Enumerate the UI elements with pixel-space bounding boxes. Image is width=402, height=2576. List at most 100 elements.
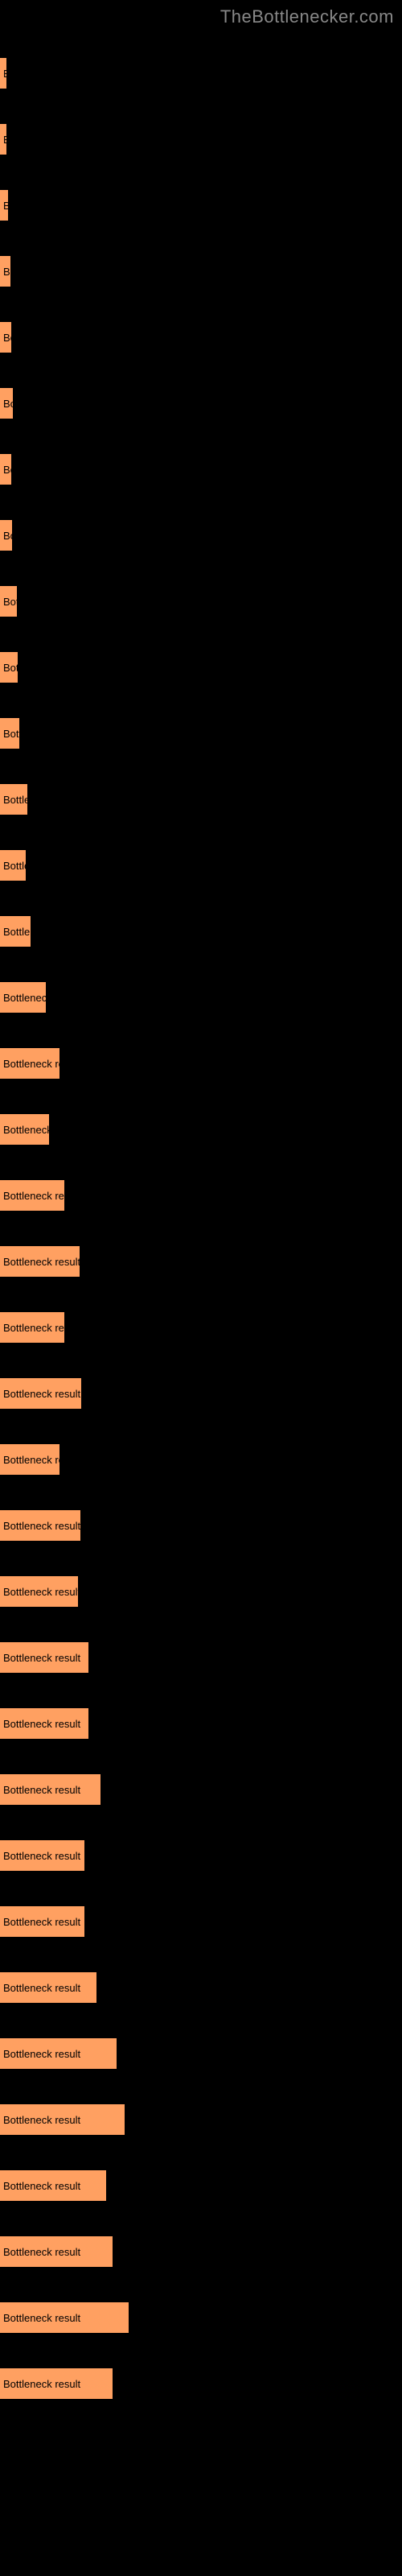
bar-chart: Bottleneck result Bottleneck result Bottle… [0, 0, 402, 2417]
bar-label: Bottleneck result [3, 1322, 64, 1334]
bar-row: Bottleneck result [0, 1757, 402, 1823]
bar-row: Bottleneck result [0, 2351, 402, 2417]
bar: Bottleneck result [0, 190, 8, 221]
bar: Bottleneck result [0, 1840, 84, 1871]
bar: Bottleneck result [0, 718, 19, 749]
bar: Bottleneck result [0, 124, 6, 155]
bar-row: Bottleneck result [0, 40, 402, 106]
bar-row: Bottleneck result [0, 1492, 402, 1558]
bar-label: Bottleneck result [3, 794, 27, 806]
bar-row: Bottleneck result [0, 2021, 402, 2087]
bar-row: Bottleneck result [0, 238, 402, 304]
bar-row: Bottleneck result [0, 2219, 402, 2285]
bar-row: Bottleneck result [0, 1558, 402, 1624]
bar: Bottleneck result [0, 1048, 59, 1079]
bar-label: Bottleneck result [3, 530, 12, 542]
bar-row: Bottleneck result [0, 700, 402, 766]
bar: Bottleneck result [0, 916, 31, 947]
bar-label: Bottleneck result [3, 464, 11, 476]
bar-row: Bottleneck result [0, 964, 402, 1030]
bar: Bottleneck result [0, 784, 27, 815]
bar-label: Bottleneck result [3, 1454, 59, 1466]
bar-row: Bottleneck result [0, 1624, 402, 1690]
bar-label: Bottleneck result [3, 1058, 59, 1070]
bar-row: Bottleneck result [0, 766, 402, 832]
bar: Bottleneck result [0, 1114, 49, 1145]
bar-row: Bottleneck result [0, 304, 402, 370]
bar-label: Bottleneck result [3, 662, 18, 674]
bar-label: Bottleneck result [3, 2378, 80, 2390]
bar: Bottleneck result [0, 982, 46, 1013]
bar-label: Bottleneck result [3, 596, 17, 608]
bar-row: Bottleneck result [0, 1955, 402, 2021]
bar-row: Bottleneck result [0, 898, 402, 964]
bar: Bottleneck result [0, 652, 18, 683]
bar-row: Bottleneck result [0, 2285, 402, 2351]
bar-label: Bottleneck result [3, 992, 46, 1004]
bar-label: Bottleneck result [3, 926, 31, 938]
bar-row: Bottleneck result [0, 1162, 402, 1228]
bar-row: Bottleneck result [0, 436, 402, 502]
bar: Bottleneck result [0, 58, 6, 89]
bar-label: Bottleneck result [3, 2114, 80, 2126]
bar-row: Bottleneck result [0, 634, 402, 700]
bar-label: Bottleneck result [3, 266, 10, 278]
bar: Bottleneck result [0, 1312, 64, 1343]
bar-label: Bottleneck result [3, 68, 6, 80]
bar-label: Bottleneck result [3, 728, 19, 740]
bar: Bottleneck result [0, 1576, 78, 1607]
bar-row: Bottleneck result [0, 1426, 402, 1492]
bar: Bottleneck result [0, 520, 12, 551]
bar-label: Bottleneck result [3, 398, 13, 410]
watermark-text: TheBottlenecker.com [220, 6, 394, 27]
bar-label: Bottleneck result [3, 1190, 64, 1202]
bar-label: Bottleneck result [3, 1652, 80, 1664]
bar-label: Bottleneck result [3, 1388, 80, 1400]
bar-label: Bottleneck result [3, 2312, 80, 2324]
bar: Bottleneck result [0, 850, 26, 881]
bar-label: Bottleneck result [3, 2048, 80, 2060]
bar: Bottleneck result [0, 1642, 88, 1673]
bar: Bottleneck result [0, 586, 17, 617]
bar-label: Bottleneck result [3, 1916, 80, 1928]
bar-row: Bottleneck result [0, 1030, 402, 1096]
bar: Bottleneck result [0, 1246, 80, 1277]
bar: Bottleneck result [0, 454, 11, 485]
bar: Bottleneck result [0, 1906, 84, 1937]
bar-row: Bottleneck result [0, 1823, 402, 1889]
bar: Bottleneck result [0, 256, 10, 287]
bar: Bottleneck result [0, 1972, 96, 2003]
bar: Bottleneck result [0, 1378, 81, 1409]
bar-label: Bottleneck result [3, 1586, 78, 1598]
bar-row: Bottleneck result [0, 1096, 402, 1162]
bar: Bottleneck result [0, 322, 11, 353]
bar-label: Bottleneck result [3, 200, 8, 212]
bar: Bottleneck result [0, 2302, 129, 2333]
bar-label: Bottleneck result [3, 1520, 80, 1532]
bar-row: Bottleneck result [0, 1360, 402, 1426]
bar: Bottleneck result [0, 1180, 64, 1211]
bar-row: Bottleneck result [0, 832, 402, 898]
bar: Bottleneck result [0, 1444, 59, 1475]
bar-label: Bottleneck result [3, 860, 26, 872]
bar-row: Bottleneck result [0, 106, 402, 172]
bar-label: Bottleneck result [3, 1850, 80, 1862]
bar-label: Bottleneck result [3, 1124, 49, 1136]
bar: Bottleneck result [0, 388, 13, 419]
bar-row: Bottleneck result [0, 2087, 402, 2153]
bar-label: Bottleneck result [3, 1982, 80, 1994]
bar: Bottleneck result [0, 2236, 113, 2267]
bar: Bottleneck result [0, 1774, 100, 1805]
bar-row: Bottleneck result [0, 1294, 402, 1360]
bar-label: Bottleneck result [3, 2246, 80, 2258]
bar-row: Bottleneck result [0, 1889, 402, 1955]
bar: Bottleneck result [0, 2038, 117, 2069]
bar-row: Bottleneck result [0, 1690, 402, 1757]
bar-row: Bottleneck result [0, 370, 402, 436]
bar-label: Bottleneck result [3, 332, 11, 344]
bar-row: Bottleneck result [0, 568, 402, 634]
bar-label: Bottleneck result [3, 1256, 80, 1268]
bar-label: Bottleneck result [3, 134, 6, 146]
bar-row: Bottleneck result [0, 502, 402, 568]
bar: Bottleneck result [0, 2170, 106, 2201]
